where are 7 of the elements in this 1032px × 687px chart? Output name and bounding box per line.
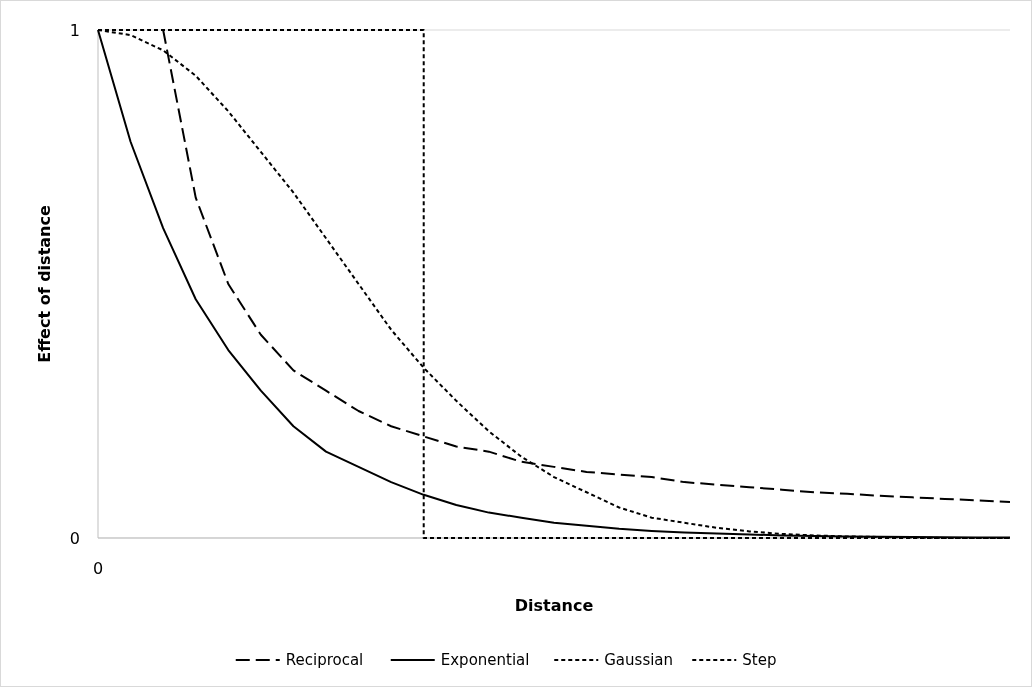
- legend-label: Step: [742, 651, 777, 670]
- legend-label: Exponential: [440, 651, 530, 670]
- x-axis-title: Distance: [514, 596, 594, 615]
- legend-label: Gaussian: [604, 651, 674, 670]
- y-tick-label: 1: [69, 20, 80, 40]
- y-axis-title: Effect of distance: [35, 205, 54, 363]
- legend-label: Reciprocal: [285, 651, 364, 670]
